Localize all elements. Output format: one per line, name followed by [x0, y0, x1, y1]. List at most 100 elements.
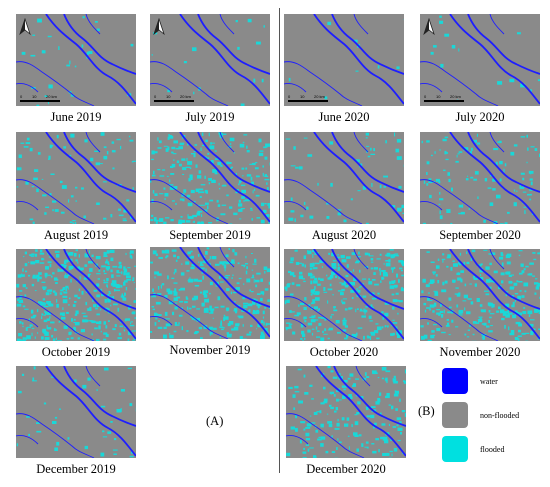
map-image — [284, 14, 404, 106]
river — [150, 83, 173, 93]
map-image — [16, 366, 136, 458]
river — [353, 132, 369, 153]
non-flooded-area — [286, 366, 406, 458]
river — [420, 201, 443, 211]
flooded-pixels — [285, 132, 404, 224]
river — [333, 366, 406, 427]
river — [467, 14, 540, 75]
legend-swatch-flooded — [442, 436, 468, 462]
river — [85, 132, 101, 153]
river — [16, 296, 95, 341]
river — [284, 179, 363, 224]
river — [197, 132, 270, 193]
group-label-b: (B) — [418, 404, 435, 418]
map-image — [16, 132, 136, 224]
river — [179, 247, 270, 338]
group-label-a: (A) — [206, 414, 224, 428]
flooded-pixels — [420, 249, 540, 341]
panel-caption: September 2020 — [439, 228, 521, 242]
map-panel: 0 10 20 km July 2019 — [150, 14, 270, 124]
flood-map — [16, 249, 136, 341]
river — [63, 14, 136, 75]
map-panel: December 2020 — [286, 366, 406, 476]
river — [45, 132, 136, 223]
scale-bar: 0 10 20 km — [154, 95, 204, 103]
river — [150, 316, 173, 326]
flood-map — [420, 249, 540, 341]
river — [449, 249, 540, 340]
river — [420, 318, 443, 328]
river — [45, 249, 136, 340]
map-image — [284, 249, 404, 341]
river — [16, 318, 39, 328]
legend-swatch-non-flooded — [442, 402, 468, 428]
river — [284, 296, 363, 341]
river — [150, 61, 229, 106]
river — [284, 61, 363, 106]
panel-caption: December 2019 — [36, 462, 116, 476]
flood-map — [286, 366, 406, 458]
non-flooded-area — [284, 132, 404, 224]
scale-tick-0: 0 — [20, 94, 23, 99]
river — [315, 366, 406, 457]
river — [286, 413, 365, 458]
scale-bar: 0 10 20 km — [20, 95, 70, 103]
panel-caption: December 2020 — [306, 462, 386, 476]
river — [284, 83, 307, 93]
non-flooded-area — [420, 132, 540, 224]
legend-label: non-flooded — [480, 411, 520, 420]
river — [150, 179, 229, 224]
river — [313, 14, 404, 105]
map-panel: October 2020 — [284, 249, 404, 359]
flood-map: 0 10 20 km — [16, 14, 136, 106]
group-divider — [279, 8, 280, 473]
panel-caption: August 2020 — [311, 228, 377, 242]
river — [63, 366, 136, 427]
panel-caption: October 2020 — [309, 345, 379, 359]
river — [449, 14, 540, 105]
legend-label: water — [480, 377, 498, 386]
river — [355, 366, 371, 387]
river — [16, 413, 95, 458]
flood-map — [284, 132, 404, 224]
river — [286, 435, 309, 445]
scale-bar: 0 10 20 km — [424, 95, 474, 103]
map-image — [420, 249, 540, 341]
map-panel: 0 10 20 km June 2020 — [284, 14, 404, 124]
river — [197, 247, 270, 308]
map-image — [16, 14, 136, 106]
flooded-pixels — [16, 132, 136, 224]
map-image — [284, 132, 404, 224]
scale-tick-0: 0 — [154, 94, 157, 99]
flood-map — [420, 132, 540, 224]
panel-caption: November 2019 — [169, 343, 251, 357]
flooded-pixels — [16, 366, 136, 458]
scale-tick-0: 0 — [288, 94, 291, 99]
scale-tick-1: 10 — [32, 94, 37, 99]
river — [85, 366, 101, 387]
river — [150, 294, 229, 339]
north-arrow-icon — [153, 18, 165, 36]
map-panel: August 2019 — [16, 132, 136, 242]
map-image — [420, 132, 540, 224]
panel-caption: September 2019 — [169, 228, 251, 242]
river — [16, 179, 95, 224]
flooded-pixels — [16, 249, 136, 341]
river — [63, 249, 136, 310]
map-panel: November 2019 — [150, 247, 270, 357]
river — [16, 201, 39, 211]
flood-map: 0 10 20 km — [150, 14, 270, 106]
river — [179, 132, 270, 223]
panel-caption: October 2019 — [41, 345, 111, 359]
river — [420, 179, 499, 224]
map-panel: August 2020 — [284, 132, 404, 242]
flooded-pixels — [421, 133, 540, 224]
scale-tick-2: 20 km — [450, 94, 461, 99]
river — [449, 132, 540, 223]
scale-tick-2: 20 km — [180, 94, 191, 99]
river — [489, 14, 505, 35]
map-panel: September 2020 — [420, 132, 540, 242]
map-panel: November 2020 — [420, 249, 540, 359]
north-arrow-icon — [423, 18, 435, 36]
flood-map: 0 10 20 km — [420, 14, 540, 106]
